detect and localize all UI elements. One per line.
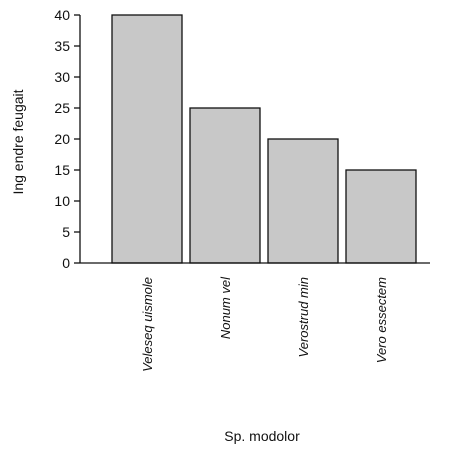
y-tick-label: 0 [62,255,70,271]
bar-veleseq-uismole [111,14,183,264]
y-tick-label: 5 [62,224,70,240]
y-tick-label: 40 [54,7,70,23]
bar-nonum-vel [189,107,261,264]
y-tick-label: 10 [54,193,70,209]
y-tick-label: 25 [54,100,70,116]
bar-vero-essectem [345,169,417,264]
x-category-labels: Veleseq uismole Nonum vel Verostrud min Ver… [140,276,389,372]
bar-verostrud-min [267,138,339,264]
bars-group [111,14,417,264]
y-tick-label: 35 [54,38,70,54]
y-tick-label: 15 [54,162,70,178]
x-category-label: Vero essectem [374,277,389,363]
x-category-label: Verostrud min [296,277,311,357]
x-category-label: Nonum vel [218,276,233,339]
y-tick-label: 20 [54,131,70,147]
x-category-label: Veleseq uismole [140,277,155,372]
y-axis-title: Ing endre feugait [10,89,26,194]
y-tick-label: 30 [54,69,70,85]
y-ticks-group: 0 5 10 15 20 25 30 35 40 [54,7,80,271]
x-axis-title: Sp. modolor [224,428,300,444]
